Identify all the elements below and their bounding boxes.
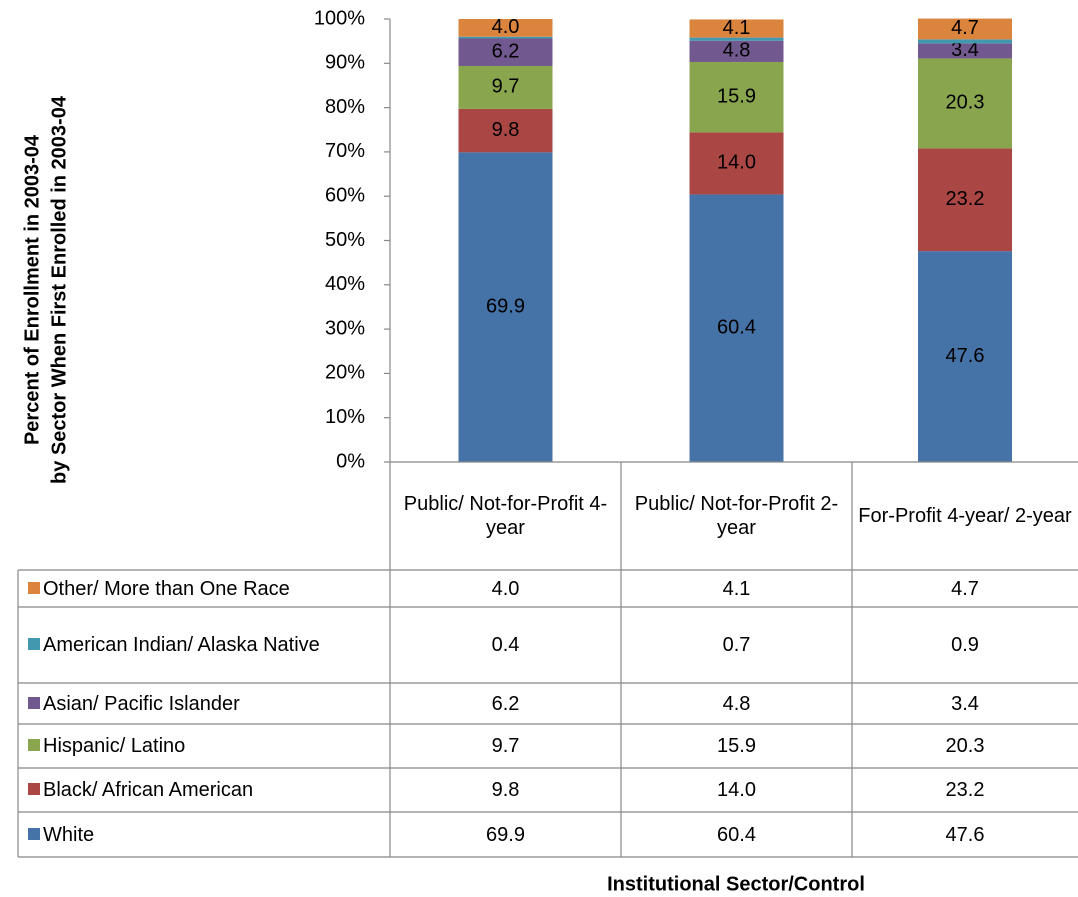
y-tick-label: 10%: [325, 406, 365, 428]
table-value: 3.4: [951, 692, 979, 715]
legend-cell: Hispanic/ Latino: [18, 724, 390, 768]
legend-swatch: [28, 827, 40, 840]
bar-segment: [458, 19, 553, 37]
data-label: 4.0: [492, 16, 520, 38]
data-label: 69.9: [486, 295, 525, 317]
data-label: 9.7: [492, 76, 520, 98]
table-value: 47.6: [945, 823, 985, 846]
legend-label: Hispanic/ Latino: [43, 735, 186, 757]
y-tick-label: 70%: [325, 140, 365, 162]
table-value: 0.4: [491, 634, 520, 656]
data-label: 3.4: [951, 39, 979, 61]
bar-segment: [918, 43, 1012, 59]
y-tick-label: 30%: [325, 317, 365, 339]
y-axis-title: by Sector When First Enrolled in 2003-04: [48, 95, 70, 484]
table-value: 15.9: [717, 735, 756, 757]
data-label: 4.8: [723, 40, 751, 62]
category-label: Public/ Not-for-Profit 4-year: [403, 493, 608, 539]
y-tick-label: 0%: [336, 450, 365, 472]
table-value: 6.2: [491, 692, 520, 715]
y-tick-label: 40%: [325, 273, 365, 295]
legend-swatch: [28, 739, 40, 751]
bar-segment: [918, 39, 1012, 44]
y-tick-label: 100%: [314, 7, 365, 29]
bar-segment: [918, 58, 1012, 149]
data-label: 47.6: [946, 345, 985, 367]
table-value: 0.7: [722, 634, 751, 656]
table-value: 4.0: [491, 577, 520, 600]
table-value: 14.0: [717, 779, 756, 801]
legend-cell: White: [18, 812, 390, 857]
data-label: 4.7: [951, 17, 979, 39]
bar-segment: [689, 132, 784, 195]
category-label: Public/ Not-for-Profit 2-year: [634, 493, 839, 539]
bar-segment: [458, 38, 553, 66]
legend-cell: Asian/ Pacific Islander: [18, 683, 390, 724]
table-value: 20.3: [945, 735, 985, 757]
legend-label: Black/ African American: [43, 779, 254, 801]
bar-segment: [458, 36, 553, 39]
legend-label: American Indian/ Alaska Native: [43, 634, 320, 656]
data-label: 60.4: [717, 316, 756, 338]
table-value: 9.7: [491, 735, 520, 757]
table-value: 23.2: [945, 779, 985, 801]
y-tick-label: 20%: [325, 362, 365, 384]
table-value: 60.4: [717, 823, 756, 846]
y-tick-label: 60%: [325, 184, 365, 206]
data-label: 15.9: [717, 85, 756, 107]
bar-segment: [689, 61, 784, 133]
data-label: 20.3: [946, 92, 985, 114]
bar-segment: [918, 18, 1012, 40]
bar-segment: [918, 148, 1012, 252]
legend-swatch: [28, 696, 40, 709]
legend-label: Asian/ Pacific Islander: [43, 692, 240, 715]
y-tick-label: 80%: [325, 96, 365, 118]
table-value: 4.1: [722, 577, 751, 600]
table-value: 9.8: [491, 779, 520, 801]
bar-segment: [689, 19, 784, 38]
table-value: 4.8: [722, 692, 751, 715]
legend-swatch: [28, 638, 40, 650]
bar-segment: [918, 251, 1012, 462]
bar-segment: [689, 37, 784, 41]
x-axis-title: Institutional Sector/Control: [607, 873, 865, 895]
y-axis-title: Percent of Enrollment in 2003-04: [21, 134, 43, 445]
bar-segment: [689, 194, 784, 463]
legend-cell: Black/ African American: [18, 768, 390, 812]
table-value: 4.7: [951, 577, 979, 600]
y-tick-label: 90%: [325, 52, 365, 74]
bar-segment: [689, 40, 784, 62]
legend-label: White: [43, 823, 95, 846]
data-label: 6.2: [492, 41, 520, 63]
bar-segment: [458, 65, 553, 109]
bar-segment: [458, 108, 553, 153]
legend-swatch: [28, 783, 40, 795]
legend-cell: Other/ More than One Race: [18, 570, 390, 607]
table-value: 0.9: [951, 634, 979, 656]
y-tick-label: 50%: [325, 229, 365, 251]
legend-swatch: [28, 581, 40, 594]
table-value: 69.9: [486, 823, 525, 846]
legend-cell: American Indian/ Alaska Native: [18, 607, 390, 683]
data-label: 23.2: [946, 188, 985, 210]
data-label: 9.8: [492, 119, 520, 141]
data-label: 14.0: [717, 152, 756, 174]
category-label: For-Profit 4-year/ 2-year: [858, 505, 1072, 527]
legend-label: Other/ More than One Race: [43, 577, 290, 600]
data-label: 4.1: [723, 17, 751, 39]
bar-segment: [458, 152, 553, 462]
